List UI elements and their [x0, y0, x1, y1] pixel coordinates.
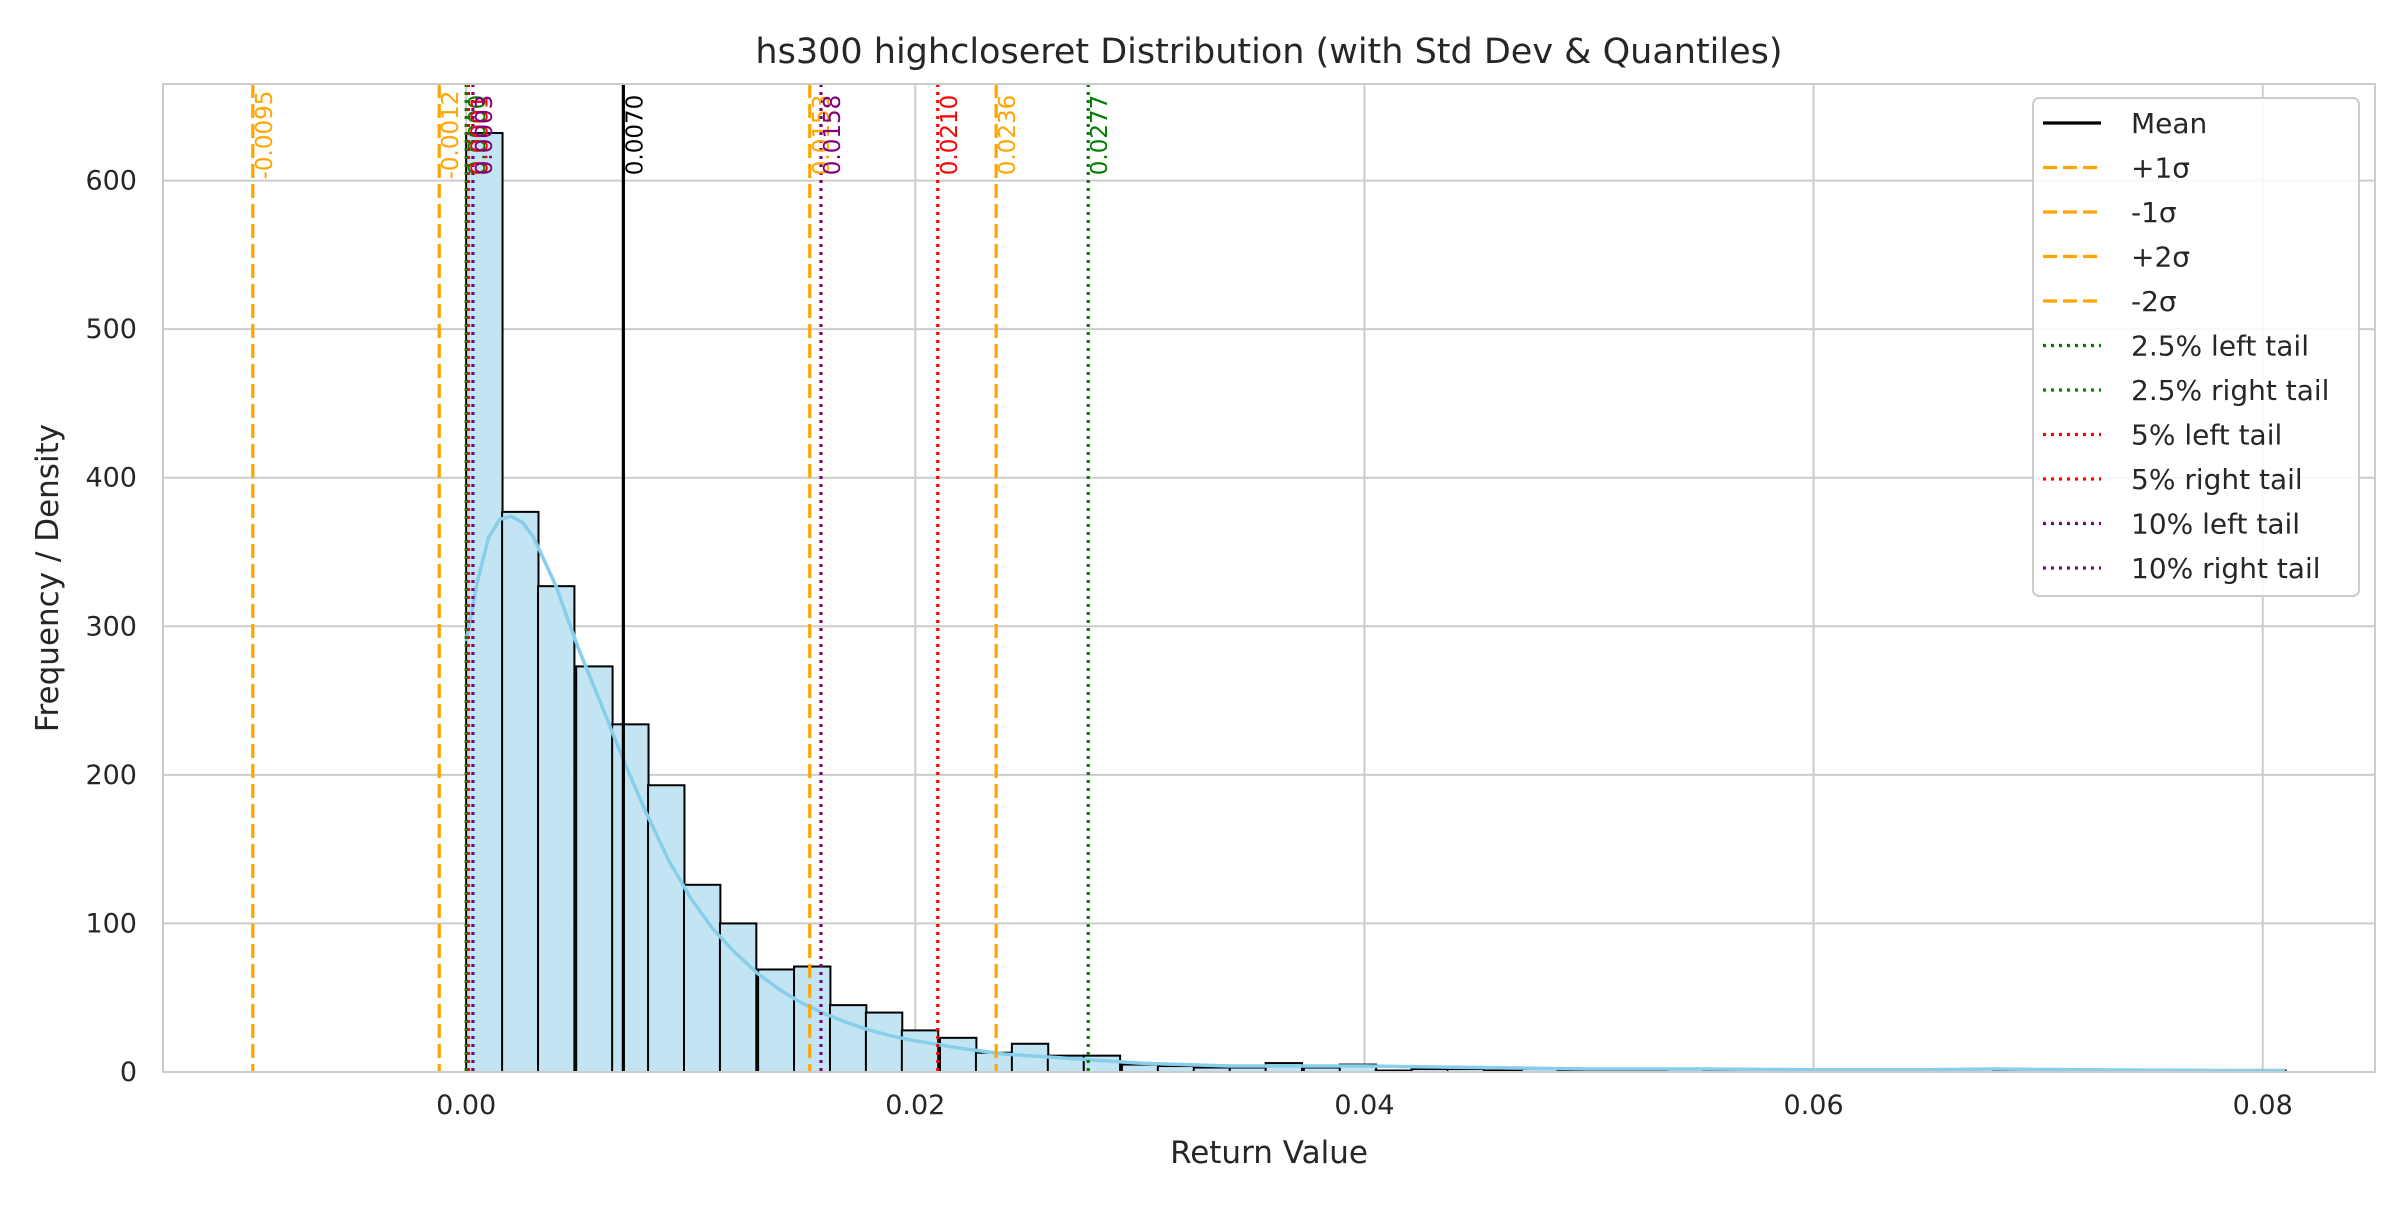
y-axis-ticks: 0 100 200 300 400 500 600	[85, 166, 137, 1088]
reference-line-label-3: 0.0236	[995, 95, 1021, 175]
x-tick-label-3: 0.06	[1784, 1090, 1844, 1121]
legend-box	[2032, 97, 2360, 597]
y-tick-label-6: 600	[85, 166, 137, 197]
legend-label-0: Mean	[2131, 107, 2207, 140]
reference-line-label-10: 0.0070	[622, 95, 648, 175]
legend-label-9: 10% left tail	[2131, 508, 2300, 541]
histogram-bar-18	[1120, 1063, 1160, 1073]
axes-frame	[162, 83, 2376, 1073]
reference-line-labels: -0.0095 -0.0012 0.0153 0.0236 0.0000 0.0277 0.…	[252, 91, 1113, 180]
reference-line-label-7: 0.0210	[937, 95, 963, 175]
y-tick-label-2: 200	[85, 760, 137, 791]
reference-line-label-0: -0.0095	[252, 91, 278, 180]
y-tick-label-1: 100	[85, 908, 137, 939]
histogram-bar-3	[575, 665, 614, 1074]
kde-curve	[464, 514, 2286, 1073]
x-tick-label-0: 0.00	[436, 1090, 496, 1121]
y-tick-label-3: 300	[85, 611, 137, 642]
kde-curve-group	[464, 514, 2286, 1073]
x-tick-label-2: 0.04	[1334, 1090, 1394, 1121]
histogram-bars	[465, 132, 2287, 1074]
reference-lines	[251, 84, 1090, 1072]
histogram-bar-0	[465, 132, 504, 1073]
reference-line-label-2: 0.0153	[809, 95, 835, 175]
histogram-bar-1	[501, 510, 540, 1073]
histogram-bar-9	[793, 965, 832, 1073]
reference-line-label-1: -0.0012	[438, 91, 464, 180]
reference-line-label-6: 0.0001	[467, 95, 493, 175]
legend-label-2: -1σ	[2131, 196, 2177, 229]
reference-line-label-9: 0.0158	[820, 95, 846, 175]
y-axis-label: Frequency / Density	[30, 424, 66, 732]
legend: Mean +1σ -1σ +2σ -2σ 2.5% left tail 2.5% right…	[2032, 97, 2360, 597]
y-tick-label-0: 0	[120, 1057, 137, 1088]
y-tick-label-4: 400	[85, 463, 137, 494]
histogram-bar-13	[939, 1036, 978, 1074]
reference-line-label-5: 0.0277	[1087, 95, 1113, 175]
histogram-bar-7	[718, 922, 758, 1074]
histogram-bar-8	[757, 968, 796, 1073]
legend-label-1: +1σ	[2131, 152, 2190, 185]
x-axis-ticks: 0.00 0.02 0.04 0.06 0.08	[436, 1090, 2293, 1121]
legend-label-5: 2.5% left tail	[2131, 330, 2309, 363]
histogram-bar-10	[828, 1004, 868, 1074]
x-tick-label-4: 0.08	[2233, 1090, 2293, 1121]
reference-line-label-8: 0.0003	[472, 95, 498, 175]
legend-label-10: 10% right tail	[2131, 552, 2321, 585]
legend-label-8: 5% right tail	[2131, 463, 2303, 496]
x-tick-label-1: 0.02	[885, 1090, 945, 1121]
legend-label-4: -2σ	[2131, 285, 2177, 318]
legend-label-6: 2.5% right tail	[2131, 374, 2329, 407]
reference-line-label-4: 0.0000	[465, 95, 491, 175]
legend-label-3: +2σ	[2131, 241, 2190, 274]
legend-label-7: 5% left tail	[2131, 419, 2282, 452]
histogram-bar-12	[900, 1029, 940, 1074]
histogram-bar-2	[537, 585, 576, 1074]
histogram-bar-11	[864, 1011, 904, 1073]
x-axis-label: Return Value	[1170, 1135, 1368, 1171]
chart-title: hs300 highcloseret Distribution (with St…	[755, 32, 1782, 72]
y-tick-label-5: 500	[85, 314, 137, 345]
